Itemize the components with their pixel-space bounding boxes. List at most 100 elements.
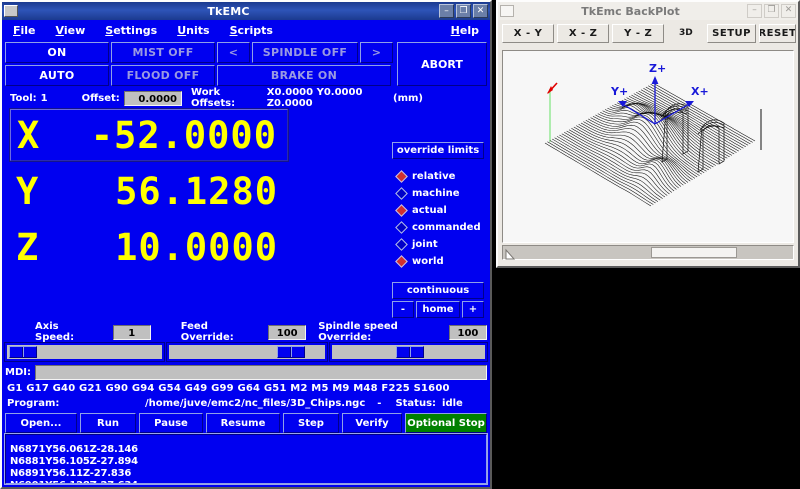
optional-stop-button[interactable]: Optional Stop xyxy=(405,413,487,433)
axis-speed-value[interactable]: 1 xyxy=(112,324,151,340)
verify-button[interactable]: Verify xyxy=(342,413,402,433)
window-menu-icon[interactable] xyxy=(4,5,18,17)
backplot-titlebar[interactable]: TkEmc BackPlot – ❐ ✕ xyxy=(498,2,798,20)
axis-speed-label: Axis Speed: xyxy=(35,321,75,343)
machine-power-button[interactable]: ON xyxy=(5,42,109,63)
radio-label-machine: machine xyxy=(412,188,460,199)
view-xz-button[interactable]: X - Z xyxy=(557,23,610,43)
mdi-input[interactable] xyxy=(34,365,487,380)
resume-button[interactable]: Resume xyxy=(206,413,280,433)
tkemc-body: File View Settings Units Scripts Help ON… xyxy=(2,20,490,487)
dro-area: X -52.0000 Y 56.1280 Z 10.0000 xyxy=(5,107,487,272)
menu-help[interactable]: Help xyxy=(451,24,479,37)
tkemc-window-title: TkEMC xyxy=(207,4,250,18)
home-button[interactable]: home xyxy=(416,301,460,318)
radio-diamond-icon xyxy=(395,170,408,183)
setup-button[interactable]: SETUP xyxy=(707,23,756,43)
status-value: idle xyxy=(442,398,463,409)
program-buttons: Open... Run Pause Resume Step Verify Opt… xyxy=(5,413,487,433)
menu-settings[interactable]: Settings xyxy=(105,24,157,37)
spindle-override-slider[interactable] xyxy=(328,342,489,362)
radio-actual[interactable]: actual xyxy=(395,202,487,219)
program-path: /home/juve/emc2/nc_files/3D_Chips.ngc xyxy=(145,398,366,409)
jog-minus-button[interactable]: - xyxy=(392,301,414,318)
menu-scripts[interactable]: Scripts xyxy=(230,24,273,37)
tkemc-window: TkEMC – ❐ ✕ File View Settings Units Scr… xyxy=(0,0,492,489)
dro-row-y[interactable]: Y 56.1280 xyxy=(10,165,288,217)
brake-button[interactable]: BRAKE ON xyxy=(217,65,391,86)
radio-label-joint: joint xyxy=(412,239,438,250)
close-icon[interactable]: ✕ xyxy=(473,4,488,18)
menu-units[interactable]: Units xyxy=(177,24,209,37)
axis-speed-slider[interactable] xyxy=(3,342,166,362)
spindle-override-slider-thumb[interactable] xyxy=(395,346,424,358)
radio-commanded[interactable]: commanded xyxy=(395,219,487,236)
tool-marker-icon xyxy=(547,82,558,94)
view-3d-button[interactable]: 3D xyxy=(678,28,693,38)
flood-button[interactable]: FLOOD OFF xyxy=(111,65,215,86)
radio-machine[interactable]: machine xyxy=(395,185,487,202)
feed-override-slider[interactable] xyxy=(166,342,328,362)
step-button[interactable]: Step xyxy=(283,413,339,433)
feed-override-slider-thumb[interactable] xyxy=(277,346,306,358)
axis-label-z: Z+ xyxy=(649,62,666,75)
offset-value-field[interactable]: 0.0000 xyxy=(123,90,183,106)
minimize-icon[interactable]: – xyxy=(439,4,454,18)
gcode-line: N6891Y56.11Z-27.836 xyxy=(10,468,132,479)
radio-world[interactable]: world xyxy=(395,253,487,270)
override-limits-button[interactable]: override limits xyxy=(392,142,484,159)
spindle-decrease-button[interactable]: < xyxy=(217,42,250,63)
feed-override-value[interactable]: 100 xyxy=(268,324,307,340)
menu-view[interactable]: View xyxy=(56,24,86,37)
run-button[interactable]: Run xyxy=(80,413,136,433)
backplot-horizontal-scrollbar[interactable] xyxy=(502,245,794,260)
view-xy-button[interactable]: X - Y xyxy=(502,23,555,43)
dro-row-x[interactable]: X -52.0000 xyxy=(9,108,289,162)
view-yz-button[interactable]: Y - Z xyxy=(612,23,665,43)
offset-label: Offset: xyxy=(81,92,120,104)
radio-label-world: world xyxy=(412,256,444,267)
maximize-icon[interactable]: ❐ xyxy=(764,4,779,18)
axis-speed-slider-thumb[interactable] xyxy=(9,346,37,358)
radio-label-commanded: commanded xyxy=(412,222,481,233)
jog-mode-button[interactable]: continuous xyxy=(392,282,484,299)
reset-button[interactable]: RESET xyxy=(758,23,797,43)
gcode-text-view[interactable]: N6871Y56.061Z-28.146 N6881Y56.105Z-27.89… xyxy=(4,433,488,485)
backplot-scrollbar-thumb[interactable] xyxy=(651,247,737,258)
maximize-icon[interactable]: ❐ xyxy=(456,4,471,18)
tkemc-titlebar[interactable]: TkEMC – ❐ ✕ xyxy=(2,2,490,20)
gcode-line-row: N6871Y56.061Z-28.146 xyxy=(10,437,486,455)
work-offsets-value: X0.0000 Y0.0000 Z0.0000 xyxy=(266,87,363,109)
menu-help-mnemonic: H xyxy=(450,24,460,37)
menubar: File View Settings Units Scripts Help xyxy=(5,22,487,39)
minimize-icon[interactable]: – xyxy=(747,4,762,18)
mist-button[interactable]: MIST OFF xyxy=(111,42,215,63)
menu-units-label: nits xyxy=(186,24,210,37)
mdi-row: MDI: xyxy=(5,364,487,381)
pause-button[interactable]: Pause xyxy=(139,413,203,433)
backplot-plot-svg: Z+ Y+ X+ xyxy=(544,62,762,207)
radio-relative[interactable]: relative xyxy=(395,168,487,185)
scroll-left-icon[interactable] xyxy=(503,246,517,260)
jog-plus-button[interactable]: + xyxy=(462,301,484,318)
axis-label-y: Y+ xyxy=(610,85,628,98)
spindle-increase-button[interactable]: > xyxy=(360,42,393,63)
dro-row-z[interactable]: Z 10.0000 xyxy=(10,221,288,273)
spindle-override-value[interactable]: 100 xyxy=(448,324,487,340)
close-icon[interactable]: ✕ xyxy=(781,4,796,18)
menu-file[interactable]: File xyxy=(13,24,36,37)
override-sliders xyxy=(3,342,489,362)
coord-panel: override limits relative machine actual xyxy=(392,142,487,270)
spindle-button[interactable]: SPINDLE OFF xyxy=(252,42,358,63)
abort-button[interactable]: ABORT xyxy=(397,42,487,86)
dro-value-y: 56.1280 xyxy=(115,169,278,213)
mode-button[interactable]: AUTO xyxy=(5,65,109,86)
toolpath-surface xyxy=(544,82,756,207)
window-menu-icon[interactable] xyxy=(500,5,514,17)
backplot-window-controls: – ❐ ✕ xyxy=(747,4,796,18)
gcode-line-row: N6901Y56.128Z-27.634 xyxy=(10,473,486,483)
radio-joint[interactable]: joint xyxy=(395,236,487,253)
backplot-canvas[interactable]: Z+ Y+ X+ xyxy=(502,50,794,243)
open-button[interactable]: Open... xyxy=(5,413,77,433)
